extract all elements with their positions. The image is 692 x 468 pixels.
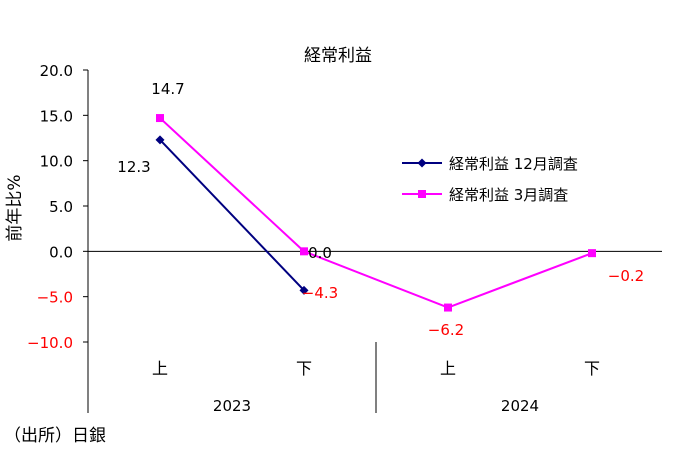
category-labels: 上下上下 [152,359,600,378]
data-label: 12.3 [117,158,150,176]
series-layer [155,114,596,312]
data-labels: 12.3 −4.3 14.7 0.0 −6.2 −0.2 [117,80,644,339]
data-point [588,249,596,258]
legend-item-2: 経常利益 3月調査 [402,186,568,204]
y-tick-label: 10.0 [40,153,73,171]
axes [87,70,662,413]
legend-label: 経常利益 12月調査 [449,155,578,173]
y-tick-label: 20.0 [40,62,73,80]
category-label: 上 [152,359,168,378]
series-1 [155,135,309,295]
y-tick-labels: 20.0 15.0 10.0 5.0 0.0 −5.0 −10.0 [27,62,88,352]
category-label: 下 [296,359,312,378]
data-label: −4.3 [302,284,338,302]
series-line [159,139,305,292]
data-label: −0.2 [608,267,644,285]
category-label: 上 [440,359,456,378]
y-axis-label: 前年比% [5,174,25,241]
y-tick-label: 15.0 [40,107,73,125]
legend-marker [417,158,427,168]
data-point [444,303,452,312]
year-labels: 2023 2024 [213,397,539,415]
data-label: −6.2 [428,321,464,339]
source-note: （出所）日銀 [4,426,106,446]
data-point [156,114,164,123]
data-label: 0.0 [308,244,332,262]
legend-item-1: 経常利益 12月調査 [402,155,578,173]
series-2 [156,114,596,312]
data-point [299,285,309,295]
legend-label: 経常利益 3月調査 [449,186,568,204]
year-label: 2024 [501,397,539,415]
y-tick-label: 0.0 [49,243,73,261]
series-line [159,117,593,309]
data-point [300,247,308,256]
y-tick-label: 5.0 [49,198,73,216]
y-tick-label: −5.0 [37,289,73,307]
y-tick-label: −10.0 [27,334,73,352]
year-label: 2023 [213,397,251,415]
chart-title: 経常利益 [304,46,372,66]
data-point [155,135,165,145]
data-label: 14.7 [151,80,184,98]
category-label: 下 [584,359,600,378]
legend-marker [418,190,426,198]
